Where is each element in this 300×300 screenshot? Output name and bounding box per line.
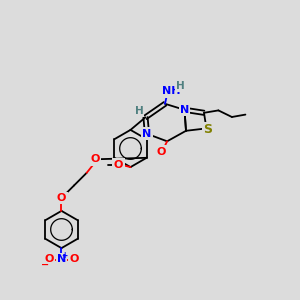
Text: O: O: [156, 147, 166, 157]
Text: O: O: [44, 254, 54, 265]
Text: N: N: [142, 129, 152, 139]
Text: O: O: [57, 193, 66, 203]
Text: H: H: [134, 106, 143, 116]
Text: O: O: [90, 154, 100, 164]
Text: NH: NH: [162, 86, 180, 96]
Text: −: −: [41, 260, 50, 270]
Text: N: N: [180, 105, 189, 115]
Text: H: H: [176, 81, 185, 91]
Text: N: N: [57, 254, 66, 265]
Text: +: +: [61, 251, 68, 260]
Text: O: O: [69, 254, 79, 265]
Text: O: O: [114, 160, 123, 170]
Text: S: S: [203, 123, 212, 136]
